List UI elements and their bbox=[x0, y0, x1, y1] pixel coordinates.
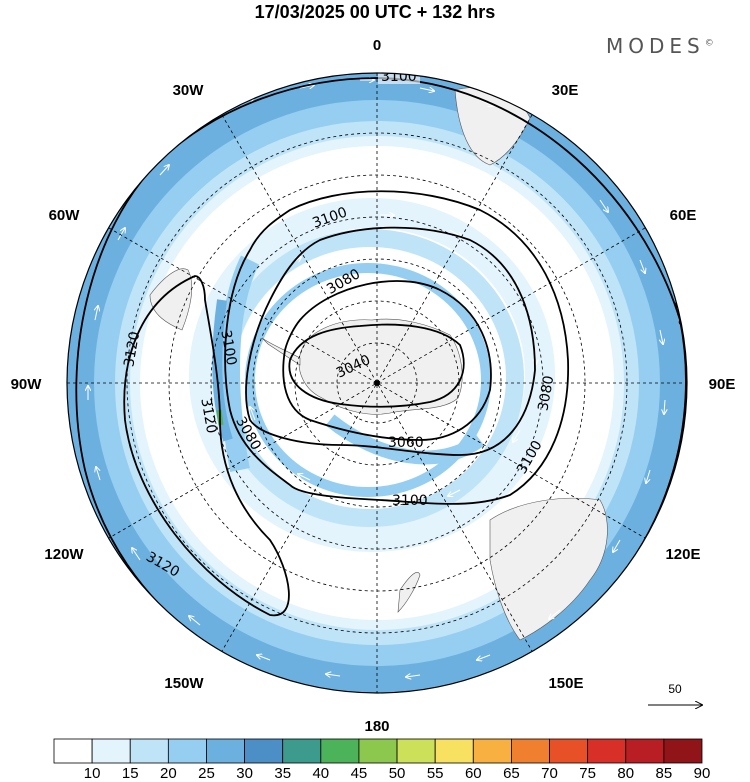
colorbar-label: 80 bbox=[617, 765, 634, 782]
contour-label: 3120 bbox=[197, 397, 219, 435]
colorbar-label: 60 bbox=[465, 765, 482, 782]
colorbar-label: 45 bbox=[351, 765, 368, 782]
colorbar-swatch bbox=[282, 738, 322, 764]
colorbar-label: 65 bbox=[503, 765, 520, 782]
meridian-labels: 0 30E 60E 90E 120E 150E 180 150W 120W 90… bbox=[11, 37, 736, 735]
lon-label-30e: 30E bbox=[552, 82, 579, 99]
colorbar-swatch bbox=[91, 738, 131, 764]
contour-3120 bbox=[123, 275, 290, 616]
colorbar-labels: 10 15 20 25 30 35 40 45 50 55 60 65 70 75 80 85 90 bbox=[84, 765, 711, 782]
contour-3080 bbox=[245, 226, 536, 456]
colorbar-label: 75 bbox=[579, 765, 596, 782]
australia bbox=[489, 497, 608, 641]
colorbar: 10 15 20 25 30 35 40 45 50 55 60 65 70 75 80 85 90 bbox=[53, 738, 711, 782]
colorbar-swatch bbox=[53, 738, 93, 764]
colorbar-label: 40 bbox=[312, 765, 329, 782]
colorbar-swatch bbox=[206, 738, 245, 764]
lon-label-60e: 60E bbox=[670, 207, 697, 224]
lon-label-150e: 150E bbox=[548, 675, 583, 692]
colorbar-swatch bbox=[511, 738, 550, 764]
map-border bbox=[66, 72, 688, 694]
contour-label: 3100 bbox=[217, 329, 239, 367]
map-title: 17/03/2025 00 UTC + 132 hrs bbox=[254, 2, 496, 22]
brand-name: MODES bbox=[606, 34, 705, 58]
contour-label: 3100 bbox=[392, 493, 428, 509]
contour-label: 3100 bbox=[381, 69, 417, 85]
colorbar-label: 55 bbox=[427, 765, 444, 782]
colorbar-label: 25 bbox=[198, 765, 215, 782]
map-disc: 3100 3100 3100 3100 3100 3100 3100 3100 … bbox=[67, 69, 687, 693]
wind-reference: 50 bbox=[640, 682, 710, 712]
lon-label-90e: 90E bbox=[709, 376, 736, 393]
colorbar-swatch bbox=[244, 738, 284, 764]
south-pole-marker bbox=[374, 380, 380, 386]
colorbar-swatch bbox=[396, 738, 436, 764]
colorbar-label: 15 bbox=[122, 765, 139, 782]
colorbar-label: 85 bbox=[656, 765, 673, 782]
lon-label-90w: 90W bbox=[11, 376, 43, 393]
land-masses bbox=[149, 87, 608, 641]
polar-map: 3100 3100 3100 3100 3100 3100 3100 3100 … bbox=[11, 37, 736, 735]
copyright-mark: © bbox=[704, 38, 714, 49]
contour-3040 bbox=[288, 323, 465, 408]
lon-label-30w: 30W bbox=[173, 82, 205, 99]
new-zealand bbox=[397, 571, 421, 613]
lon-label-180: 180 bbox=[364, 718, 389, 735]
colorbar-label: 90 bbox=[694, 765, 711, 782]
brand-logo: MODES© bbox=[606, 34, 714, 58]
wind-reference-label: 50 bbox=[668, 682, 682, 696]
colorbar-label: 35 bbox=[274, 765, 291, 782]
lon-label-150w: 150W bbox=[164, 675, 204, 692]
colorbar-label: 70 bbox=[541, 765, 558, 782]
colorbar-swatch bbox=[129, 738, 169, 764]
colorbar-swatch bbox=[167, 738, 207, 764]
colorbar-swatch bbox=[549, 738, 589, 764]
colorbar-boxes bbox=[53, 738, 703, 764]
lon-label-120w: 120W bbox=[44, 546, 84, 563]
lon-label-0: 0 bbox=[373, 37, 381, 54]
colorbar-swatch bbox=[587, 738, 627, 764]
colorbar-label: 20 bbox=[160, 765, 177, 782]
colorbar-swatch bbox=[663, 738, 703, 764]
contour-3100-inner bbox=[224, 190, 569, 505]
colorbar-label: 30 bbox=[236, 765, 253, 782]
colorbar-label: 10 bbox=[84, 765, 101, 782]
contour-label: 3080 bbox=[535, 374, 557, 412]
graticule bbox=[67, 73, 687, 693]
colorbar-swatch bbox=[320, 738, 360, 764]
colorbar-swatch bbox=[358, 738, 398, 764]
lon-label-120e: 120E bbox=[665, 546, 700, 563]
contour-label: 3060 bbox=[388, 435, 424, 451]
colorbar-label: 50 bbox=[389, 765, 406, 782]
colorbar-swatch bbox=[625, 738, 665, 764]
antarctica bbox=[298, 318, 463, 415]
wind-reference-arrow bbox=[648, 682, 710, 712]
contour-label: 3120 bbox=[121, 330, 143, 368]
colorbar-swatch bbox=[472, 738, 512, 764]
lon-label-60w: 60W bbox=[49, 207, 81, 224]
colorbar-swatch bbox=[434, 738, 474, 764]
